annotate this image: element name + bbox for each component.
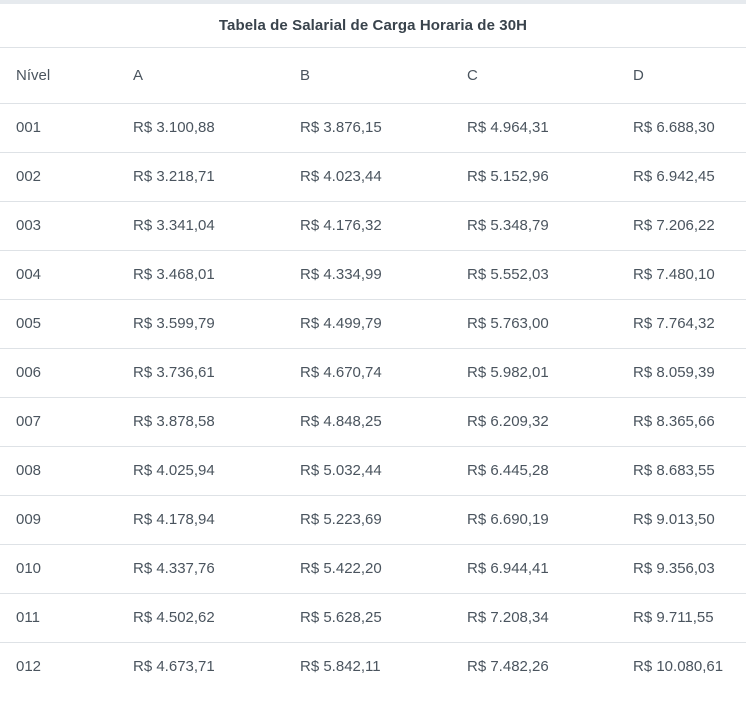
cell-salary-d: R$ 10.080,61 bbox=[633, 658, 724, 676]
cell-nivel: 012 bbox=[16, 658, 42, 676]
table-header: Nível A B C D bbox=[0, 48, 746, 103]
cell-nivel: 002 bbox=[16, 168, 42, 185]
cell-salary-a: R$ 3.100,88 bbox=[133, 119, 215, 136]
cell-salary-a: R$ 4.178,94 bbox=[133, 511, 215, 528]
table-row: 008 R$ 4.025,94 R$ 5.032,44 R$ 6.445,28 … bbox=[0, 446, 746, 495]
cell-salary-d: R$ 8.683,55 bbox=[633, 462, 715, 479]
cell-salary-c: R$ 7.482,26 bbox=[467, 658, 549, 676]
cell-salary-d: R$ 8.059,39 bbox=[633, 364, 715, 381]
cell-salary-d: R$ 7.480,10 bbox=[633, 266, 715, 283]
table-row: 003 R$ 3.341,04 R$ 4.176,32 R$ 5.348,79 … bbox=[0, 201, 746, 250]
cell-salary-a: R$ 3.599,79 bbox=[133, 315, 215, 332]
cell-nivel: 003 bbox=[16, 217, 42, 234]
cell-salary-a: R$ 3.878,58 bbox=[133, 413, 215, 430]
cell-nivel: 004 bbox=[16, 266, 42, 283]
cell-salary-b: R$ 4.023,44 bbox=[300, 168, 382, 185]
cell-salary-c: R$ 5.152,96 bbox=[467, 168, 549, 185]
column-header-d: D bbox=[633, 66, 644, 84]
page-title: Tabela de Salarial de Carga Horaria de 3… bbox=[218, 17, 528, 34]
table-row: 004 R$ 3.468,01 R$ 4.334,99 R$ 5.552,03 … bbox=[0, 250, 746, 299]
cell-salary-a: R$ 4.337,76 bbox=[133, 560, 215, 577]
cell-salary-c: R$ 6.209,32 bbox=[467, 413, 549, 430]
table-body: 001 R$ 3.100,88 R$ 3.876,15 R$ 4.964,31 … bbox=[0, 103, 746, 691]
table-row: 007 R$ 3.878,58 R$ 4.848,25 R$ 6.209,32 … bbox=[0, 397, 746, 446]
cell-salary-d: R$ 6.942,45 bbox=[633, 168, 715, 185]
cell-salary-c: R$ 5.348,79 bbox=[467, 217, 549, 234]
cell-salary-b: R$ 4.176,32 bbox=[300, 217, 382, 234]
cell-salary-c: R$ 4.964,31 bbox=[467, 119, 549, 136]
column-header-c: C bbox=[467, 66, 478, 84]
table-row: 002 R$ 3.218,71 R$ 4.023,44 R$ 5.152,96 … bbox=[0, 152, 746, 201]
table-row: 005 R$ 3.599,79 R$ 4.499,79 R$ 5.763,00 … bbox=[0, 299, 746, 348]
cell-salary-b: R$ 4.334,99 bbox=[300, 266, 382, 283]
cell-salary-c: R$ 6.690,19 bbox=[467, 511, 549, 528]
cell-nivel: 011 bbox=[16, 609, 40, 626]
cell-salary-d: R$ 7.764,32 bbox=[633, 315, 715, 332]
cell-salary-b: R$ 4.848,25 bbox=[300, 413, 382, 430]
cell-nivel: 006 bbox=[16, 364, 42, 381]
column-header-a: A bbox=[133, 66, 144, 84]
cell-salary-b: R$ 5.628,25 bbox=[300, 609, 382, 626]
cell-salary-b: R$ 5.842,11 bbox=[300, 658, 381, 676]
table-row: 010 R$ 4.337,76 R$ 5.422,20 R$ 6.944,41 … bbox=[0, 544, 746, 593]
cell-salary-c: R$ 6.445,28 bbox=[467, 462, 549, 479]
table-row: 009 R$ 4.178,94 R$ 5.223,69 R$ 6.690,19 … bbox=[0, 495, 746, 544]
cell-nivel: 009 bbox=[16, 511, 42, 528]
title-bar: Tabela de Salarial de Carga Horaria de 3… bbox=[0, 4, 746, 48]
column-header-nivel: Nível bbox=[16, 66, 51, 84]
cell-salary-a: R$ 3.468,01 bbox=[133, 266, 215, 283]
cell-salary-d: R$ 6.688,30 bbox=[633, 119, 715, 136]
cell-salary-b: R$ 3.876,15 bbox=[300, 119, 382, 136]
cell-salary-c: R$ 6.944,41 bbox=[467, 560, 549, 577]
cell-salary-d: R$ 9.711,55 bbox=[633, 609, 714, 626]
cell-salary-d: R$ 7.206,22 bbox=[633, 217, 715, 234]
cell-nivel: 010 bbox=[16, 560, 42, 577]
cell-salary-c: R$ 5.982,01 bbox=[467, 364, 549, 381]
header-row: Nível A B C D bbox=[0, 48, 746, 103]
cell-nivel: 007 bbox=[16, 413, 42, 430]
cell-salary-d: R$ 9.013,50 bbox=[633, 511, 715, 528]
cell-salary-b: R$ 5.223,69 bbox=[300, 511, 382, 528]
cell-salary-b: R$ 5.032,44 bbox=[300, 462, 382, 479]
cell-salary-c: R$ 5.552,03 bbox=[467, 266, 549, 283]
cell-nivel: 008 bbox=[16, 462, 42, 479]
table-row: 006 R$ 3.736,61 R$ 4.670,74 R$ 5.982,01 … bbox=[0, 348, 746, 397]
cell-salary-d: R$ 9.356,03 bbox=[633, 560, 715, 577]
cell-nivel: 001 bbox=[16, 119, 42, 136]
cell-salary-a: R$ 3.341,04 bbox=[133, 217, 215, 234]
table-row: 001 R$ 3.100,88 R$ 3.876,15 R$ 4.964,31 … bbox=[0, 103, 746, 152]
cell-salary-a: R$ 4.502,62 bbox=[133, 609, 215, 626]
table-row: 011 R$ 4.502,62 R$ 5.628,25 R$ 7.208,34 … bbox=[0, 593, 746, 642]
cell-salary-b: R$ 4.670,74 bbox=[300, 364, 382, 381]
column-header-b: B bbox=[300, 66, 311, 84]
table-row: 012 R$ 4.673,71 R$ 5.842,11 R$ 7.482,26 … bbox=[0, 642, 746, 691]
cell-salary-a: R$ 4.673,71 bbox=[133, 658, 215, 676]
salary-table: Nível A B C D 001 R$ 3.100,88 R$ 3.876,1… bbox=[0, 48, 746, 691]
cell-salary-d: R$ 8.365,66 bbox=[633, 413, 715, 430]
cell-salary-a: R$ 3.736,61 bbox=[133, 364, 215, 381]
cell-nivel: 005 bbox=[16, 315, 42, 332]
top-border-strip bbox=[0, 0, 746, 4]
cell-salary-c: R$ 5.763,00 bbox=[467, 315, 549, 332]
cell-salary-b: R$ 4.499,79 bbox=[300, 315, 382, 332]
cell-salary-c: R$ 7.208,34 bbox=[467, 609, 549, 626]
cell-salary-a: R$ 4.025,94 bbox=[133, 462, 215, 479]
cell-salary-a: R$ 3.218,71 bbox=[133, 168, 215, 185]
cell-salary-b: R$ 5.422,20 bbox=[300, 560, 382, 577]
